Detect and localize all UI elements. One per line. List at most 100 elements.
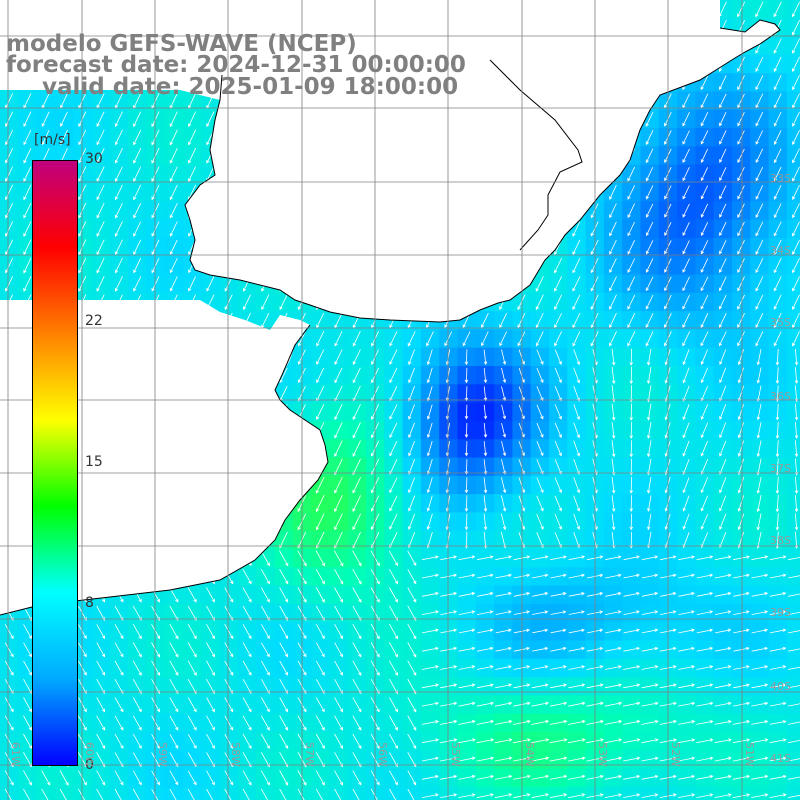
speed-cell — [311, 786, 330, 800]
wind-arrow — [333, 550, 344, 567]
speed-cell — [18, 91, 38, 111]
wind-arrow — [737, 1, 746, 18]
wind-arrow — [627, 166, 636, 182]
wind-arrow — [4, 733, 14, 749]
wind-arrow — [187, 715, 197, 731]
wind-arrow — [773, 239, 782, 255]
wind-arrow — [773, 130, 782, 145]
speed-cell — [549, 256, 568, 276]
wind-arrow — [737, 185, 745, 200]
speed-cell — [402, 786, 422, 800]
wind-arrow — [224, 697, 234, 713]
wind-arrow — [773, 75, 782, 91]
wind-arrow — [261, 624, 270, 640]
wind-arrow — [96, 770, 106, 786]
wind-arrow — [756, 349, 762, 366]
wind-arrow — [334, 367, 343, 384]
wind-arrow — [458, 628, 476, 634]
speed-cell — [237, 292, 257, 312]
wind-arrow — [737, 258, 745, 274]
speed-cell — [91, 164, 111, 184]
speed-cell — [768, 36, 788, 56]
wind-arrow — [114, 184, 123, 201]
wind-arrow — [334, 568, 344, 585]
speed-cell — [695, 91, 715, 111]
wind-arrow — [389, 678, 398, 695]
wind-arrow — [477, 591, 494, 597]
speed-cell — [0, 128, 19, 147]
wind-arrow — [611, 495, 616, 513]
wind-arrow — [60, 129, 68, 146]
wind-arrow — [421, 720, 440, 725]
wind-arrow — [554, 257, 563, 274]
wind-arrow — [279, 550, 289, 567]
wind-arrow — [513, 610, 531, 615]
wind-arrow — [23, 624, 32, 639]
wind-arrow — [627, 331, 636, 347]
wind-arrow — [352, 440, 361, 457]
wind-arrow — [769, 774, 787, 780]
wind-arrow — [518, 477, 526, 494]
wind-arrow — [700, 203, 709, 218]
wind-arrow — [151, 239, 160, 256]
wind-arrow — [696, 720, 714, 725]
speed-cell — [219, 292, 239, 312]
wind-arrow — [151, 184, 160, 201]
wind-arrow — [646, 348, 652, 366]
speed-cell — [695, 274, 715, 294]
wind-arrow — [389, 788, 397, 800]
speed-cell — [713, 311, 733, 330]
speed-cell — [695, 219, 715, 239]
wind-arrow — [605, 665, 622, 670]
wind-arrow — [554, 367, 562, 384]
wind-arrow — [279, 367, 288, 384]
wind-arrow — [513, 628, 531, 634]
wind-arrow — [458, 646, 476, 652]
wind-arrow — [426, 331, 434, 347]
wind-arrow — [641, 573, 659, 579]
wind-arrow — [719, 167, 727, 182]
wind-arrow — [755, 239, 764, 255]
wind-arrow — [550, 665, 567, 670]
speed-cell — [146, 183, 166, 202]
speed-cell — [786, 475, 800, 495]
wind-arrow — [389, 642, 398, 658]
speed-cell — [0, 201, 19, 221]
wind-arrow — [151, 276, 160, 292]
wind-arrow — [700, 513, 709, 530]
wind-arrow — [169, 770, 179, 786]
speed-cell — [695, 201, 715, 221]
wind-arrow — [573, 477, 580, 494]
wind-arrow — [700, 367, 709, 384]
wind-arrow — [495, 683, 513, 689]
wind-arrow — [96, 660, 105, 676]
wind-arrow — [755, 75, 764, 91]
speed-cell — [347, 402, 367, 422]
speed-cell — [146, 164, 166, 184]
speed-cell — [786, 201, 800, 221]
speed-cell — [311, 366, 330, 385]
wind-arrow — [458, 774, 476, 780]
wind-arrow — [751, 591, 769, 597]
wind-arrow — [572, 239, 581, 256]
wind-arrow — [554, 349, 562, 365]
speed-cell — [128, 109, 147, 129]
wind-arrow — [554, 477, 562, 494]
colorbar-units: [m/s] — [34, 132, 71, 148]
wind-arrow — [315, 770, 325, 786]
speed-cell — [750, 292, 770, 312]
speed-cell — [384, 494, 404, 513]
longitude-label: 51W — [743, 742, 756, 767]
wind-arrow — [611, 403, 616, 421]
wind-arrow — [714, 573, 732, 579]
wind-arrow — [334, 495, 343, 513]
speed-cell — [311, 384, 330, 404]
wind-arrow — [224, 733, 234, 749]
wind-arrow — [535, 312, 544, 329]
wind-arrow — [464, 513, 469, 531]
wind-arrow — [714, 720, 732, 725]
wind-arrow — [133, 203, 142, 219]
wind-arrow — [389, 697, 398, 713]
speed-cell — [695, 164, 715, 184]
wind-arrow — [733, 683, 750, 689]
